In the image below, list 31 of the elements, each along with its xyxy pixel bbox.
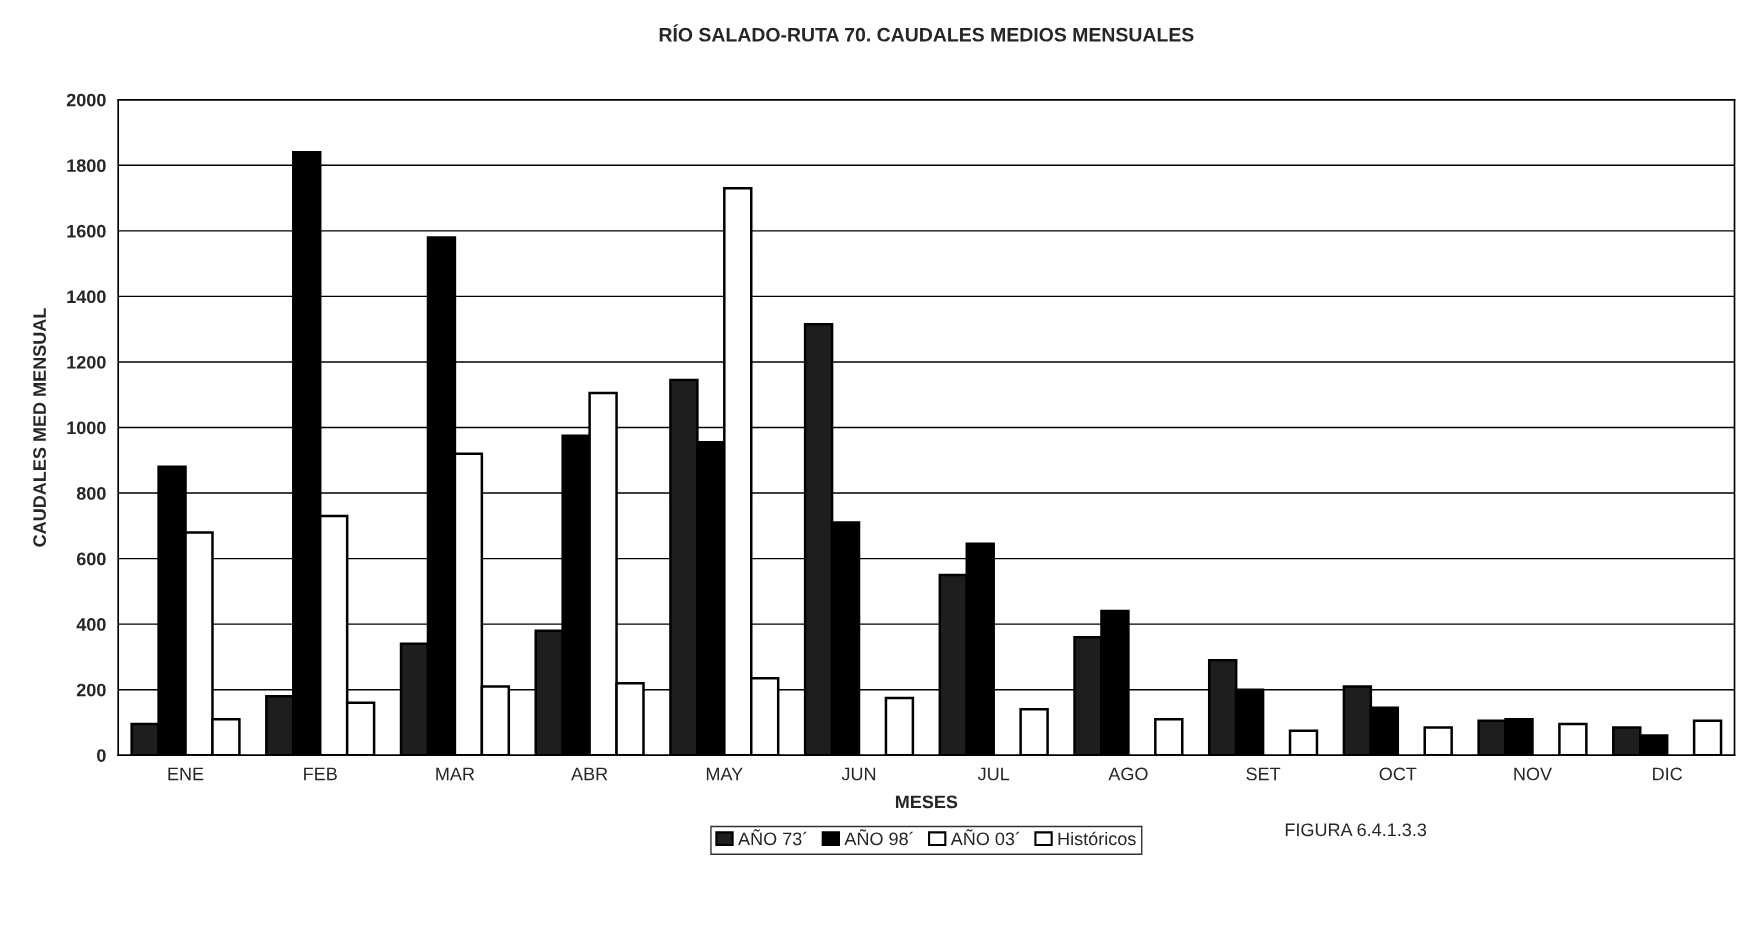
x-tick-label: OCT — [1379, 767, 1417, 781]
y-tick-label: 1200 — [67, 355, 106, 369]
text: FIGURA 6.4.1.3.3 — [1285, 823, 1427, 837]
x-tick-label: FEB — [304, 767, 337, 781]
y-tick-label: 200 — [76, 683, 106, 697]
y-tick-label: 1800 — [67, 159, 106, 173]
legend-label: AÑO 98´ — [844, 829, 913, 846]
y-axis-title: CAUDALES MED MENSUAL — [33, 308, 46, 547]
x-tick-label: MAY — [706, 767, 743, 781]
x-tick-label: DIC — [1653, 767, 1683, 781]
y-tick-label: 2000 — [66, 93, 106, 107]
x-tick-label: MAR — [436, 767, 475, 781]
x-tick-label: JUL — [977, 767, 1010, 781]
y-tick-label: 1600 — [67, 224, 106, 238]
x-tick-label: ENE — [168, 767, 204, 781]
x-tick-label: AGO — [1108, 767, 1148, 781]
y-tick-label: 1000 — [67, 421, 106, 435]
y-tick-label: 1400 — [67, 290, 106, 304]
x-tick-label: ABR — [571, 767, 608, 781]
y-tick-label: 0 — [97, 749, 106, 762]
chart-title: RÍO SALADO-RUTA 70. CAUDALES MEDIOS MENSUALES — [659, 24, 1194, 42]
y-tick-label: 800 — [76, 486, 106, 500]
x-tick-label: JUN — [841, 767, 876, 781]
x-axis-title: MESES — [895, 795, 958, 809]
legend-label: Históricos — [1058, 831, 1136, 846]
y-tick-label: 400 — [76, 618, 106, 631]
x-tick-label: SET — [1246, 767, 1281, 781]
y-tick-label: 600 — [76, 552, 106, 566]
x-tick-label: NOV — [1514, 767, 1552, 781]
legend-label: AÑO 73´ — [738, 829, 807, 846]
legend-label: AÑO 03´ — [950, 829, 1020, 846]
